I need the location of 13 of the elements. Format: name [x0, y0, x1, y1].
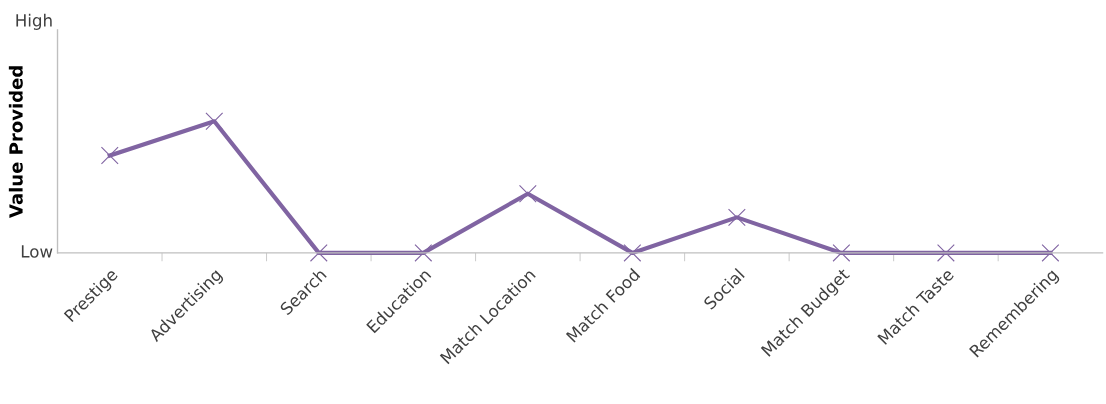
text: High — [16, 13, 52, 30]
point — [1041, 244, 1060, 262]
point — [937, 244, 955, 262]
point — [100, 146, 119, 165]
point — [727, 208, 746, 227]
point — [623, 244, 642, 262]
point — [518, 184, 537, 203]
text: Low — [21, 245, 53, 258]
point — [832, 244, 851, 262]
y-axis-title: Value Provided — [8, 66, 23, 218]
point — [414, 244, 433, 262]
point — [309, 244, 328, 262]
point — [205, 112, 224, 131]
